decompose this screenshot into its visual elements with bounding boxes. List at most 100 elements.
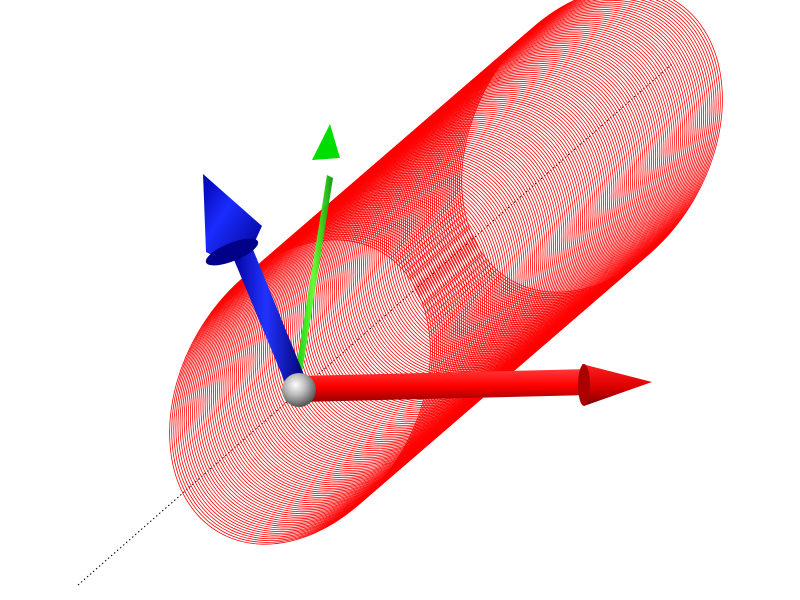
z-axis-arrow[interactable] (203, 174, 307, 392)
cylinder-ring (181, 228, 444, 534)
cylinder-ring (179, 230, 442, 536)
cylinder-ring (359, 75, 621, 381)
cylinder-ring (298, 127, 561, 433)
cylinder-ring (263, 158, 525, 464)
x-arrow-head (582, 364, 652, 406)
cylinder-ring (457, 0, 719, 297)
cylinder-ring (277, 145, 540, 451)
cylinder-ring (381, 55, 644, 361)
cylinder-ring (459, 0, 721, 295)
cylinder-ring (377, 59, 640, 365)
cylinder-ring (304, 122, 567, 428)
cylinder-ring (271, 151, 533, 457)
cylinder-ring (423, 19, 686, 325)
cylinder-ring (177, 232, 440, 538)
cylinder-ring (215, 199, 477, 505)
cylinder-ring (415, 27, 677, 333)
cylinder-ring (321, 108, 584, 414)
cylinder-ring (313, 115, 575, 421)
cylinder-ring (187, 223, 450, 529)
cylinder-ring (190, 221, 452, 527)
cylinder-ring (411, 30, 673, 336)
cylinder-ring (432, 12, 694, 318)
cylinder-ring (396, 43, 659, 349)
cylinder-ring (404, 36, 667, 342)
cylinder-ring (319, 109, 581, 415)
cylinder-ring (386, 52, 648, 358)
y-axis-arrow[interactable] (294, 124, 340, 385)
cylinder-ring (192, 219, 454, 525)
cylinder-ring (315, 113, 577, 419)
cylinder-ring (406, 34, 669, 340)
cylinder-ring (369, 66, 632, 372)
cylinder-ring (365, 70, 627, 376)
cylinder-ring (317, 111, 579, 417)
cylinder-ring (429, 14, 692, 320)
cylinder-ring (308, 118, 571, 424)
cylinder-ring (183, 226, 446, 532)
x-axis-arrow[interactable] (300, 364, 652, 406)
cylinder-ring (425, 18, 688, 324)
cylinder-ring (173, 235, 435, 541)
y-arrow-shaft (294, 175, 333, 385)
cylinder-ring (450, 0, 713, 302)
cylinder-ring (269, 153, 531, 459)
cylinder-ring (419, 23, 682, 329)
cylinder-ring (421, 21, 684, 327)
cylinder-ring (354, 79, 617, 385)
cylinder-ring (200, 212, 463, 518)
cylinder-ring (204, 208, 467, 514)
cylinder-ring (409, 32, 671, 338)
cylinder-ring (175, 234, 438, 540)
cylinder-ring (379, 57, 642, 363)
cylinder-wireframe[interactable] (117, 0, 775, 591)
cylinder-ring (388, 50, 650, 356)
cylinder-ring (210, 203, 473, 509)
cylinder-ring (202, 210, 465, 516)
z-arrow-shaft (232, 247, 307, 392)
cylinder-ring (300, 126, 563, 432)
cylinder-ring (392, 46, 654, 352)
cylinder-ring (367, 68, 629, 374)
cylinder-ring (213, 201, 475, 507)
cylinder-ring (398, 41, 661, 347)
cylinder-ring (306, 120, 569, 426)
cylinder-ring (427, 16, 690, 322)
cylinder-ring (281, 142, 544, 448)
cylinder-ring (461, 0, 723, 293)
cylinder-ring (440, 5, 702, 311)
z-arrow-head-base (205, 238, 259, 266)
cylinder-ring (196, 216, 458, 522)
cylinder-ring (442, 3, 705, 309)
cylinder-ring (448, 0, 711, 304)
cylinder-ring (390, 48, 652, 354)
cylinder-ring (279, 144, 542, 450)
cylinder-ring (373, 63, 636, 369)
origin-sphere[interactable] (282, 373, 316, 407)
cylinder-ring (361, 73, 623, 379)
cylinder-ring (169, 239, 431, 545)
cylinder-ring (384, 54, 646, 360)
x-arrow-shaft (300, 369, 590, 402)
cylinder-ring (371, 64, 634, 370)
cylinder-ring (446, 0, 709, 306)
cylinder-ring (375, 61, 638, 367)
cylinder-ring (311, 117, 573, 423)
cylinder-ring (273, 149, 536, 455)
x-arrow-head-base (578, 364, 590, 406)
cylinder-ring (283, 140, 546, 446)
cylinder-ring (356, 77, 619, 383)
cylinder-ring (206, 207, 469, 513)
cylinder-ring (417, 25, 679, 331)
cylinder-ring (454, 0, 717, 298)
cylinder-ring (275, 147, 538, 453)
cylinder-ring (267, 154, 529, 460)
cylinder-ring (185, 225, 448, 531)
cylinder-ring (288, 136, 550, 442)
cylinder-ring (265, 156, 527, 462)
cylinder-ring (413, 28, 675, 334)
cylinder-ring (436, 9, 698, 315)
cylinder-ring (444, 1, 707, 307)
